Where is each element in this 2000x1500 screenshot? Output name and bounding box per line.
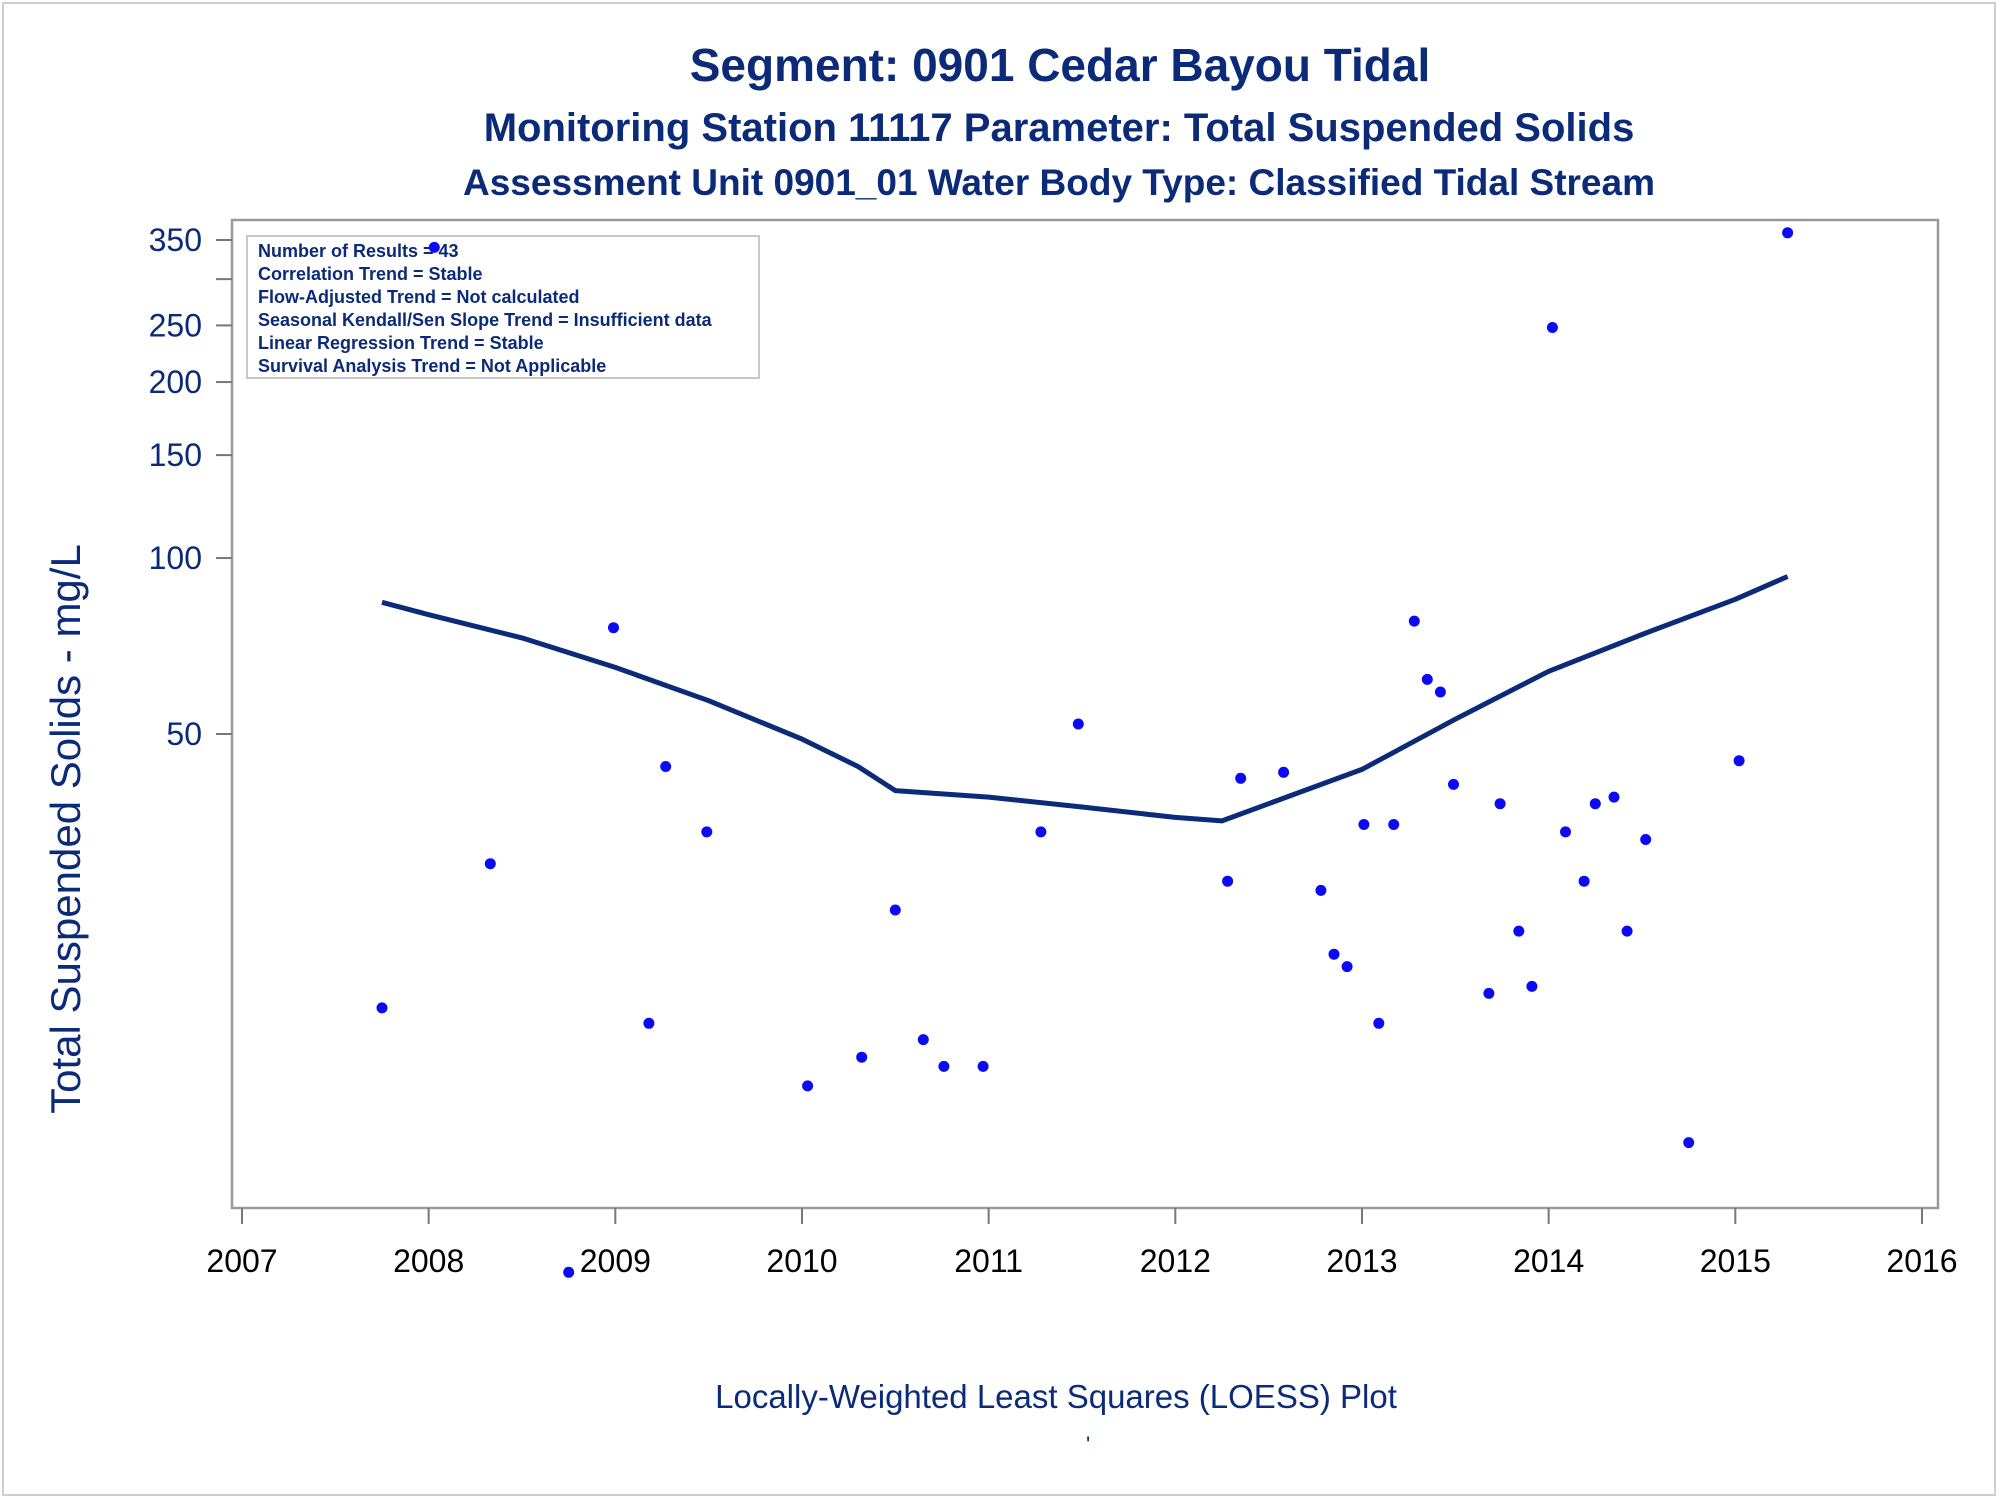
data-point <box>1358 819 1370 830</box>
y-tick-label: 50 <box>166 716 202 752</box>
x-tick-label: 2010 <box>766 1243 837 1279</box>
data-point <box>1513 925 1525 937</box>
footnote: Locally-Weighted Least Squares (LOESS) P… <box>715 1378 1397 1415</box>
data-point <box>1589 798 1601 810</box>
y-tick-label: 150 <box>149 437 202 473</box>
x-tick-label: 2015 <box>1700 1243 1771 1279</box>
x-tick-label: 2014 <box>1513 1243 1584 1279</box>
data-point-overlay <box>428 241 440 253</box>
stats-box-line: Linear Regression Trend = Stable <box>258 333 544 353</box>
data-point <box>1683 1137 1695 1149</box>
data-point <box>1483 987 1495 999</box>
data-point <box>917 1034 929 1046</box>
data-point <box>1388 819 1400 830</box>
stats-box-line: Survival Analysis Trend = Not Applicable <box>258 356 606 376</box>
y-tick-label: 100 <box>149 540 202 576</box>
data-point <box>643 1017 655 1029</box>
data-point <box>1341 961 1353 973</box>
data-point <box>1578 875 1590 887</box>
data-point <box>977 1060 989 1072</box>
data-point <box>1373 1017 1385 1029</box>
data-point <box>1421 673 1433 685</box>
data-point <box>1448 778 1459 790</box>
loess-line <box>381 574 1789 824</box>
chart-subtitle-2: Assessment Unit 0901_01 Water Body Type:… <box>463 162 1655 203</box>
x-tick-label: 2008 <box>393 1243 464 1279</box>
plot-area <box>230 218 1940 1210</box>
data-point <box>1782 227 1794 239</box>
data-point <box>802 1080 814 1092</box>
x-tick-label: 2011 <box>954 1243 1023 1279</box>
data-point <box>1278 766 1290 778</box>
y-tick-label: 350 <box>149 222 202 258</box>
data-point <box>1408 615 1420 627</box>
data-point <box>856 1051 868 1063</box>
stats-box-line: Number of Results = 43 <box>258 241 459 261</box>
data-point <box>889 904 901 916</box>
data-point <box>1560 826 1571 838</box>
x-tick-label: 2013 <box>1326 1243 1397 1279</box>
data-point <box>1434 686 1446 698</box>
data-point <box>376 1002 388 1014</box>
x-tick-label: 2012 <box>1140 1243 1211 1279</box>
data-point <box>1072 718 1084 730</box>
data-point <box>1733 755 1745 767</box>
data-point <box>1608 791 1620 803</box>
data-point <box>1328 948 1340 960</box>
chart-subtitle: Monitoring Station 11117 Parameter: Tota… <box>483 106 1635 150</box>
data-point <box>484 858 496 870</box>
data-point <box>1621 925 1633 937</box>
stats-box-line: Correlation Trend = Stable <box>258 264 483 284</box>
data-point <box>1235 772 1247 784</box>
data-point <box>563 1266 575 1278</box>
data-point <box>1222 875 1234 887</box>
data-point <box>1526 980 1538 992</box>
stats-box-line: Flow-Adjusted Trend = Not calculated <box>258 287 580 307</box>
title-block: Segment: 0901 Cedar Bayou Tidal Monitori… <box>0 30 2000 210</box>
data-point <box>701 826 713 838</box>
data-point <box>660 761 672 772</box>
stats-box <box>246 235 760 379</box>
data-point <box>1546 322 1558 333</box>
y-tick-label: 250 <box>149 307 202 343</box>
data-point <box>1035 826 1047 838</box>
x-tick-label: 2016 <box>1886 1243 1957 1279</box>
data-point <box>608 622 619 634</box>
stats-box-line: Seasonal Kendall/Sen Slope Trend = Insuf… <box>258 310 713 330</box>
data-point <box>1640 834 1652 845</box>
x-tick-label: 2009 <box>580 1243 651 1279</box>
data-point <box>938 1060 950 1072</box>
data-point <box>1315 884 1327 896</box>
x-tick-label: 2007 <box>206 1243 277 1279</box>
chart-title: Segment: 0901 Cedar Bayou Tidal <box>689 39 1431 91</box>
data-point <box>1494 798 1506 810</box>
footnote-mark: ' <box>1086 1432 1091 1457</box>
y-tick-label: 200 <box>149 364 202 400</box>
